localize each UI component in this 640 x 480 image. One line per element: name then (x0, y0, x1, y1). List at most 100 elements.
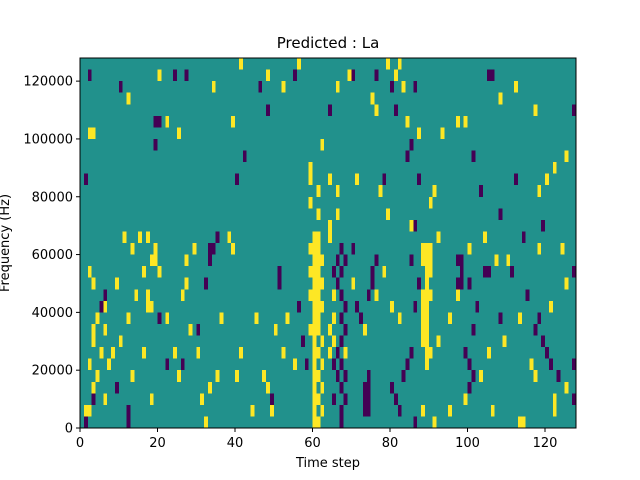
heatmap-cell (339, 335, 344, 348)
heatmap-cell (390, 81, 394, 93)
heatmap-cell (320, 404, 325, 417)
heatmap-cell (343, 370, 348, 382)
heatmap-cell (421, 404, 425, 417)
heatmap-cell (312, 300, 317, 313)
heatmap-cell (87, 266, 92, 278)
heatmap-cell (273, 323, 278, 336)
heatmap-cell (87, 404, 92, 417)
x-tick-label: 60 (304, 436, 321, 451)
heatmap-cell (362, 404, 367, 417)
heatmap-cell (157, 115, 162, 128)
heatmap-cell (343, 254, 348, 267)
heatmap-cell (304, 358, 309, 371)
y-tick-label: 40000 (32, 306, 73, 321)
heatmap-cell (126, 404, 131, 417)
heatmap-cell (405, 150, 410, 163)
heatmap-cell (393, 393, 398, 405)
heatmap-cell (471, 370, 476, 382)
heatmap-cell (572, 266, 576, 278)
heatmap-cell (351, 243, 356, 255)
heatmap-cell (312, 347, 317, 359)
heatmap-cell (219, 312, 224, 324)
heatmap-cell (514, 81, 518, 93)
x-axis: 0 20 40 60 80 100 120 (76, 428, 557, 451)
heatmap-cell (428, 347, 433, 359)
y-tick-label: 80000 (32, 190, 73, 205)
heatmap-cell (560, 243, 565, 255)
heatmap-cell (308, 289, 313, 301)
heatmap-cell (355, 173, 359, 186)
heatmap-cell (331, 266, 336, 278)
heatmap-cell (153, 243, 158, 255)
heatmap-cell (126, 92, 131, 105)
heatmap-cell (475, 300, 480, 313)
heatmap-cell (514, 173, 518, 186)
heatmap-cell (343, 347, 348, 359)
heatmap-cell (126, 416, 131, 428)
heatmap-cell (312, 381, 317, 394)
heatmap-cell (421, 323, 425, 336)
heatmap-cell (281, 81, 286, 93)
heatmap-cell (173, 69, 177, 82)
heatmap-cell (312, 277, 317, 290)
heatmap-cell (479, 370, 483, 382)
heatmap-cell (366, 289, 371, 301)
heatmap-cell (316, 185, 321, 197)
heatmap-cell (374, 289, 379, 301)
y-tick-label: 60000 (32, 248, 73, 263)
heatmap-cell (428, 243, 433, 255)
heatmap-cell (149, 254, 154, 267)
heatmap-cell (386, 58, 390, 70)
heatmap-cell (316, 266, 321, 278)
heatmap-cell (316, 208, 321, 220)
heatmap-cell (258, 81, 263, 93)
heatmap-cell (366, 393, 371, 405)
heatmap-cell (366, 370, 371, 382)
heatmap-cell (192, 243, 197, 255)
heatmap-cell (308, 323, 313, 336)
heatmap-cell (545, 347, 549, 359)
heatmap-cell (502, 335, 507, 348)
heatmap-cell (331, 289, 336, 301)
heatmap-cell (424, 300, 429, 313)
heatmap-cell (316, 312, 321, 324)
heatmap-cell (91, 381, 96, 394)
heatmap-cell (204, 277, 208, 290)
heatmap-cell (405, 115, 410, 128)
heatmap-cell (413, 300, 418, 313)
heatmap-cell (316, 393, 321, 405)
heatmap-cell (184, 254, 189, 267)
heatmap-cell (316, 300, 321, 313)
heatmap-cell (374, 254, 379, 267)
heatmap-cell (107, 358, 111, 371)
heatmap-cell (312, 335, 317, 348)
heatmap-cell (347, 69, 352, 82)
heatmap-cell (417, 173, 421, 186)
heatmap-cell (103, 393, 108, 405)
heatmap-cell (455, 115, 460, 128)
heatmap-cell (467, 381, 472, 394)
heatmap-cell (277, 277, 282, 290)
heatmap-cell (114, 277, 119, 290)
heatmap-cell (320, 138, 325, 151)
heatmap-cell (529, 358, 534, 371)
heatmap-cell (339, 266, 344, 278)
heatmap-cell (424, 323, 429, 336)
heatmap-cell (382, 173, 387, 186)
heatmap-cell (235, 370, 239, 382)
heatmap-cell (506, 254, 511, 267)
heatmap-cell (250, 404, 255, 417)
heatmap-cell (157, 312, 162, 324)
heatmap-cell (351, 69, 356, 82)
heatmap-cell (335, 254, 340, 267)
heatmap-cell (316, 416, 321, 428)
heatmap-cell (572, 358, 576, 371)
heatmap-cell (339, 312, 344, 324)
heatmap-cell (448, 404, 452, 417)
heatmap-cell (331, 358, 336, 371)
heatmap-cell (572, 104, 576, 116)
heatmap-cell (339, 289, 344, 301)
heatmap-cell (316, 347, 321, 359)
heatmap-cell (517, 312, 522, 324)
heatmap-cell (413, 416, 418, 428)
